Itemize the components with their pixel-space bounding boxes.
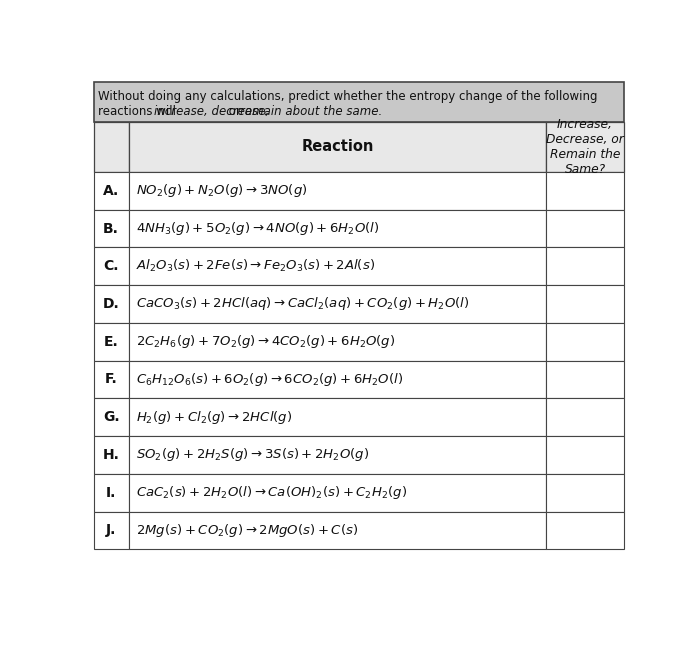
Bar	[546, 323, 624, 361]
Bar	[94, 285, 129, 323]
Text: E.: E.	[104, 335, 118, 348]
Bar	[94, 210, 129, 248]
Text: or: or	[225, 105, 245, 118]
Bar	[94, 512, 129, 549]
Bar	[129, 512, 546, 549]
Text: Reaction: Reaction	[301, 139, 374, 155]
Text: D.: D.	[103, 297, 120, 311]
Text: $H_2(g) + Cl_2(g) \rightarrow 2HCl(g)$: $H_2(g) + Cl_2(g) \rightarrow 2HCl(g)$	[136, 409, 293, 426]
Bar	[546, 248, 624, 285]
Text: reactions will: reactions will	[98, 105, 180, 118]
Text: $CaCO_3(s) + 2HCl(aq) \rightarrow CaCl_2(aq) + CO_2(g) + H_2O(l)$: $CaCO_3(s) + 2HCl(aq) \rightarrow CaCl_2…	[136, 296, 470, 313]
Bar	[546, 172, 624, 210]
Bar	[546, 398, 624, 436]
Text: $CaC_2(s) + 2H_2O(l) \rightarrow Ca(OH)_2(s) + C_2H_2(g)$: $CaC_2(s) + 2H_2O(l) \rightarrow Ca(OH)_…	[136, 484, 407, 501]
Bar	[129, 474, 546, 512]
Text: H.: H.	[103, 448, 120, 462]
Text: B.: B.	[103, 222, 119, 235]
Bar	[546, 361, 624, 398]
Bar	[546, 474, 624, 512]
Bar	[94, 122, 129, 172]
Text: $C_6H_{12}O_6(s) + 6O_2(g) \rightarrow 6CO_2(g) + 6H_2O(l)$: $C_6H_{12}O_6(s) + 6O_2(g) \rightarrow 6…	[136, 371, 404, 388]
Text: Without doing any calculations, predict whether the entropy change of the follow: Without doing any calculations, predict …	[98, 90, 598, 103]
Bar	[546, 122, 624, 172]
Text: F.: F.	[105, 372, 118, 387]
Bar	[129, 172, 546, 210]
Text: $NO_2(g) + N_2O(g) \rightarrow 3NO(g)$: $NO_2(g) + N_2O(g) \rightarrow 3NO(g)$	[136, 182, 308, 200]
Bar	[94, 474, 129, 512]
Text: $4NH_3(g) + 5O_2(g) \rightarrow 4NO(g) + 6H_2O(l)$: $4NH_3(g) + 5O_2(g) \rightarrow 4NO(g) +…	[136, 220, 379, 237]
Bar	[94, 436, 129, 474]
Bar	[94, 361, 129, 398]
Bar	[129, 398, 546, 436]
Text: A.: A.	[103, 184, 119, 198]
Text: increase, decrease,: increase, decrease,	[155, 105, 270, 118]
Bar	[546, 512, 624, 549]
Bar	[94, 248, 129, 285]
Bar	[129, 210, 546, 248]
Bar	[94, 323, 129, 361]
Bar	[94, 398, 129, 436]
Bar	[129, 323, 546, 361]
Bar	[129, 122, 546, 172]
Text: C.: C.	[104, 259, 119, 273]
Text: $2C_2H_6(g) + 7O_2(g) \rightarrow 4CO_2(g) + 6H_2O(g)$: $2C_2H_6(g) + 7O_2(g) \rightarrow 4CO_2(…	[136, 333, 395, 350]
Bar	[129, 248, 546, 285]
Bar	[546, 436, 624, 474]
Text: $SO_2(g) + 2H_2S(g) \rightarrow 3S(s) + 2H_2O(g)$: $SO_2(g) + 2H_2S(g) \rightarrow 3S(s) + …	[136, 447, 370, 463]
Bar	[129, 436, 546, 474]
Bar	[94, 82, 624, 122]
Bar	[546, 210, 624, 248]
Bar	[129, 361, 546, 398]
Text: $2Mg(s) + CO_2(g) \rightarrow 2MgO(s) + C(s)$: $2Mg(s) + CO_2(g) \rightarrow 2MgO(s) + …	[136, 522, 358, 539]
Text: remain about the same.: remain about the same.	[240, 105, 382, 118]
Text: G.: G.	[103, 410, 120, 424]
Bar	[129, 285, 546, 323]
Text: Increase,
Decrease, or
Remain the
Same?: Increase, Decrease, or Remain the Same?	[546, 118, 624, 176]
Bar	[94, 172, 129, 210]
Text: I.: I.	[106, 486, 116, 500]
Text: $Al_2O_3(s) + 2Fe(s) \rightarrow Fe_2O_3(s) + 2Al(s)$: $Al_2O_3(s) + 2Fe(s) \rightarrow Fe_2O_3…	[136, 258, 375, 274]
Text: J.: J.	[106, 523, 116, 538]
Bar	[546, 285, 624, 323]
